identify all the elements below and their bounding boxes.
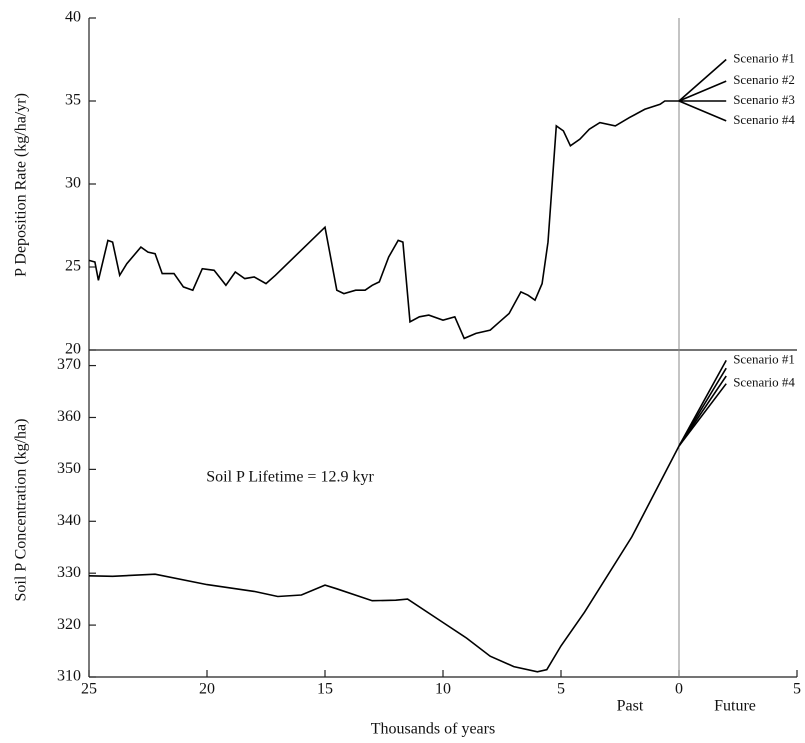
series-label: Scenario #2 bbox=[733, 72, 795, 87]
series-label: Scenario #4 bbox=[733, 375, 795, 390]
series-label: Scenario #1 bbox=[733, 351, 795, 366]
series-label: Scenario #3 bbox=[733, 92, 795, 107]
past-label: Past bbox=[617, 698, 644, 715]
data-line bbox=[678, 58, 727, 102]
x-tick-label: 5 bbox=[557, 681, 565, 698]
x-tick-label: 25 bbox=[81, 681, 97, 698]
x-tick-label: 5 bbox=[793, 681, 801, 698]
y-tick-label: 350 bbox=[57, 460, 81, 477]
y-tick-label: 40 bbox=[65, 9, 81, 26]
x-tick-label: 15 bbox=[317, 681, 333, 698]
y-tick-label: 35 bbox=[65, 92, 81, 109]
series-label: Scenario #4 bbox=[733, 112, 795, 127]
data-line bbox=[678, 80, 727, 102]
x-tick-label: 20 bbox=[199, 681, 215, 698]
y-tick-label: 360 bbox=[57, 408, 81, 425]
x-tick-label: 10 bbox=[435, 681, 451, 698]
x-axis-label: Thousands of years bbox=[371, 721, 495, 738]
x-tick-label: 0 bbox=[675, 681, 683, 698]
data-line bbox=[88, 445, 680, 673]
y-tick-label: 340 bbox=[57, 512, 81, 529]
series-label: Scenario #1 bbox=[733, 50, 795, 65]
y-tick-label: 310 bbox=[57, 668, 81, 685]
y-tick-label: 20 bbox=[65, 341, 81, 358]
y-tick-label: 30 bbox=[65, 175, 81, 192]
y-tick-label: 370 bbox=[57, 356, 81, 373]
data-line bbox=[678, 100, 727, 122]
y-tick-label: 25 bbox=[65, 258, 81, 275]
data-line bbox=[88, 100, 679, 340]
data-line bbox=[678, 383, 727, 447]
y-axis-label: P Deposition Rate (kg/ha/yr) bbox=[13, 93, 30, 277]
future-label: Future bbox=[714, 698, 756, 715]
y-tick-label: 330 bbox=[57, 564, 81, 581]
y-axis-label: Soil P Concentration (kg/ha) bbox=[13, 419, 30, 602]
y-tick-label: 320 bbox=[57, 616, 81, 633]
annotation: Soil P Lifetime = 12.9 kyr bbox=[206, 469, 374, 486]
